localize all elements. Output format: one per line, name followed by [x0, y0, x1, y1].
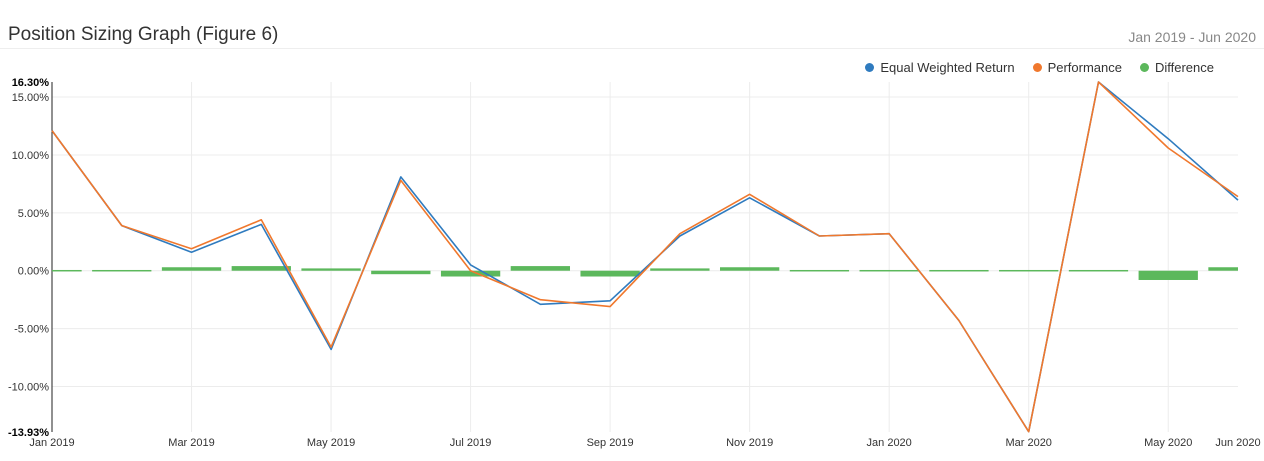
- chart-header: Position Sizing Graph (Figure 6) Jan 201…: [0, 0, 1264, 49]
- x-tick-label: Jul 2019: [450, 437, 492, 449]
- legend-item-difference[interactable]: Difference: [1139, 60, 1214, 75]
- x-tick-label: Jan 2019: [29, 437, 74, 449]
- legend-dot-icon: [1032, 63, 1042, 72]
- y-tick-label: 15.00%: [12, 92, 50, 104]
- chart-legend: Equal Weighted Return Performance Differ…: [865, 60, 1214, 75]
- y-tick-label: 10.00%: [12, 150, 50, 162]
- difference-bar: [92, 269, 152, 272]
- difference-bar: [510, 266, 571, 271]
- difference-bar: [301, 268, 361, 271]
- difference-bar: [650, 268, 710, 271]
- y-tick-label: 0.00%: [18, 266, 49, 278]
- x-tick-label: Jan 2020: [867, 437, 912, 449]
- difference-bar: [1068, 269, 1129, 272]
- legend-label: Difference: [1154, 60, 1214, 75]
- date-range-label: Jan 2019 - Jun 2020: [1128, 29, 1256, 45]
- equal-weighted-return-line: [51, 81, 1239, 433]
- legend-item-equal-weighted[interactable]: Equal Weighted Return: [865, 60, 1015, 75]
- y-tick-label: -5.00%: [14, 324, 49, 336]
- y-tick-label: -13.93%: [8, 427, 49, 439]
- performance-line: [51, 81, 1239, 433]
- x-tick-label: Jun 2020: [1215, 437, 1260, 449]
- difference-bar: [1208, 267, 1238, 271]
- chart-title: Position Sizing Graph (Figure 6): [8, 24, 279, 45]
- y-tick-label: 5.00%: [18, 208, 49, 220]
- legend-item-performance[interactable]: Performance: [1032, 60, 1122, 75]
- x-tick-label: Nov 2019: [726, 437, 773, 449]
- difference-bar: [580, 270, 640, 277]
- x-tick-label: May 2020: [1144, 437, 1192, 449]
- x-tick-label: Sep 2019: [587, 437, 634, 449]
- x-tick-label: Mar 2019: [168, 437, 214, 449]
- difference-bar: [52, 269, 82, 272]
- difference-bar: [719, 267, 780, 271]
- difference-bar: [789, 269, 850, 272]
- y-tick-label: 16.30%: [12, 77, 50, 89]
- x-tick-label: Mar 2020: [1005, 437, 1051, 449]
- difference-bar: [371, 270, 431, 275]
- difference-bar: [1138, 270, 1198, 280]
- difference-bar: [231, 266, 291, 271]
- difference-bar: [859, 269, 919, 272]
- legend-dot-icon: [1139, 63, 1149, 72]
- legend-label: Performance: [1047, 60, 1122, 75]
- difference-bar: [999, 269, 1059, 272]
- legend-label: Equal Weighted Return: [880, 60, 1015, 75]
- difference-bar: [440, 270, 501, 277]
- legend-dot-icon: [865, 63, 875, 72]
- difference-bar: [161, 267, 222, 271]
- difference-bar: [929, 269, 989, 272]
- y-tick-label: -10.00%: [8, 381, 49, 393]
- x-tick-label: May 2019: [307, 437, 355, 449]
